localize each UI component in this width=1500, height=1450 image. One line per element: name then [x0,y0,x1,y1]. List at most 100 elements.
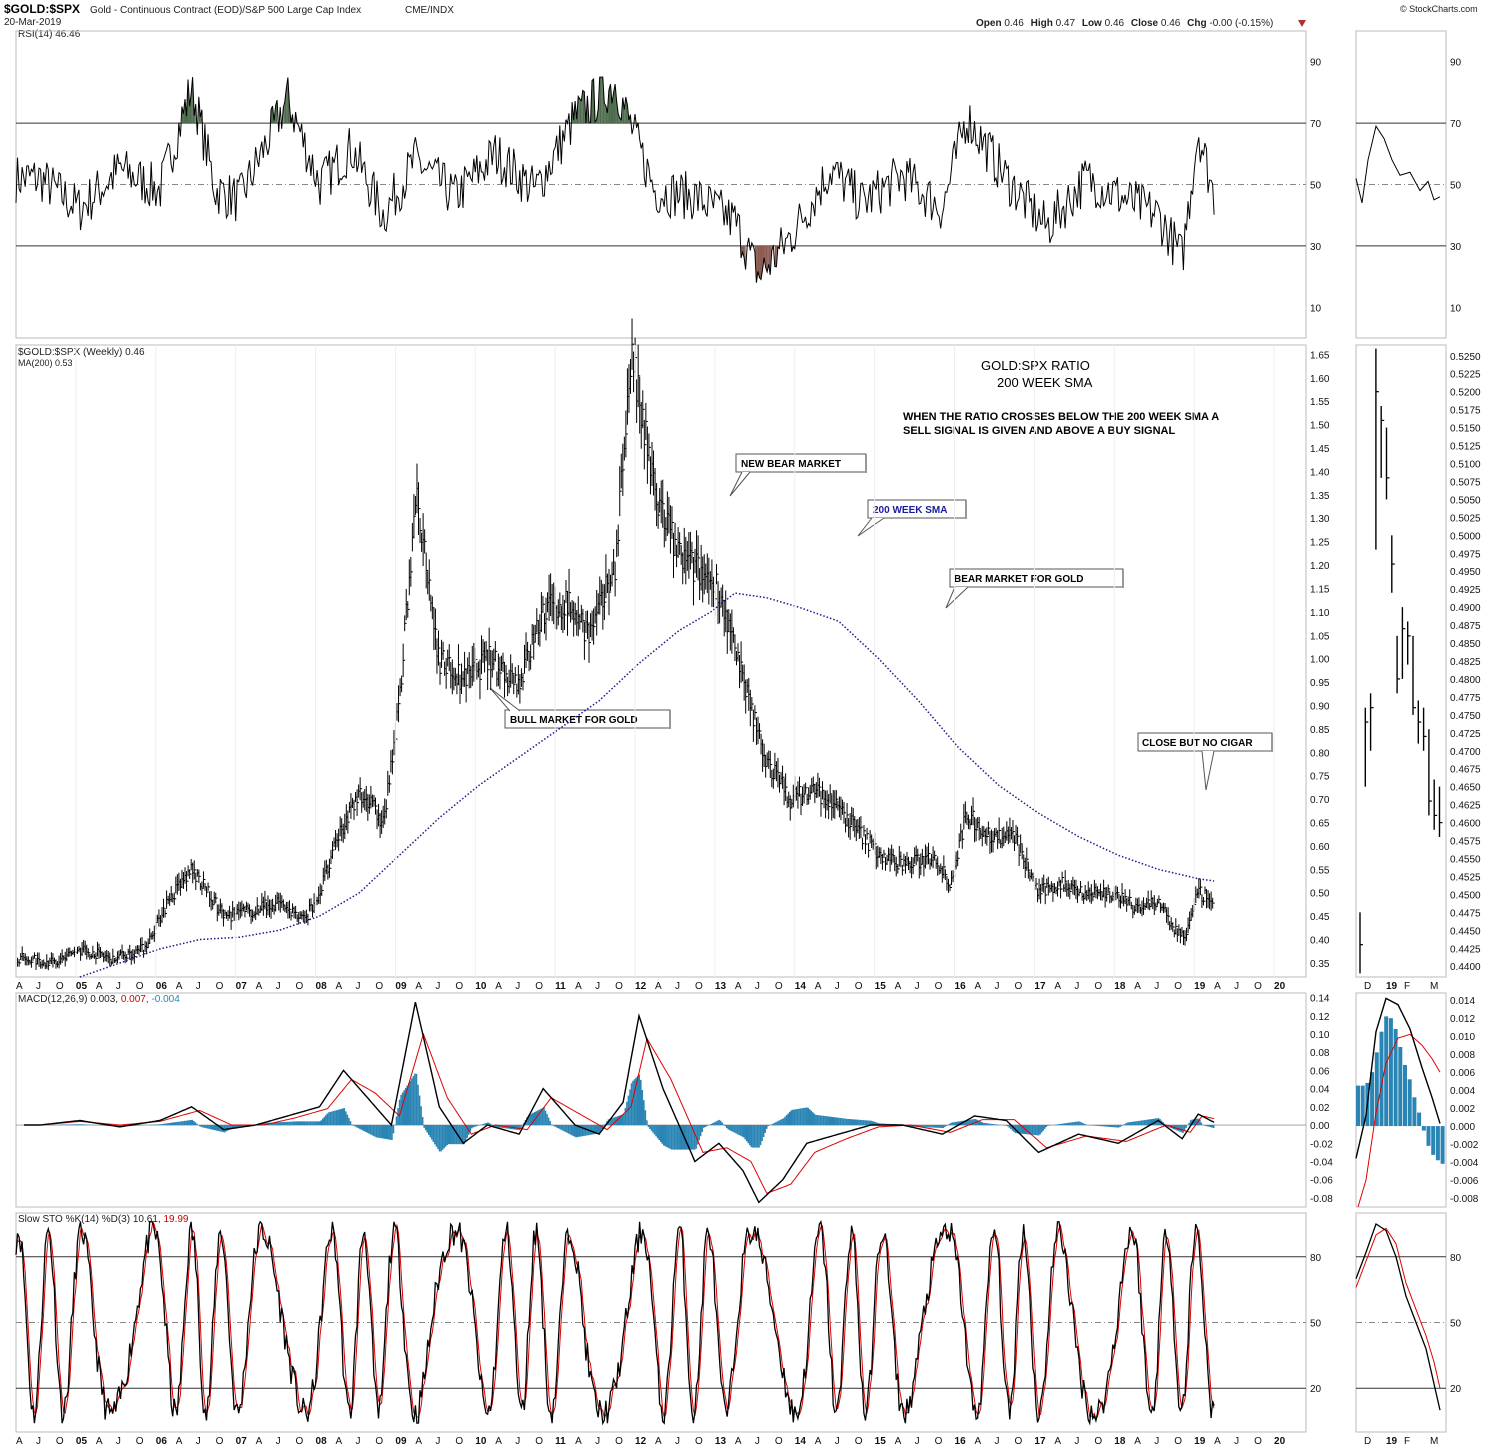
macd-histogram-bar [1019,1125,1021,1134]
ratio-y-tick: 1.15 [1310,584,1330,595]
macd-histogram-bar [1148,1119,1150,1126]
macd-histogram-bar [1114,1125,1117,1128]
macd-histogram-bar [563,1125,565,1132]
ohlc-high-label: High [1031,18,1053,29]
ratio-x-tick: A [575,981,582,992]
macd-histogram-bar [469,1125,472,1132]
macd-histogram-bar [1196,1118,1198,1126]
ratio-x-tick: J [1074,981,1079,992]
sto-x-tick: O [1254,1436,1262,1447]
macd-histogram-bar [288,1121,290,1126]
macd-histogram-bar [338,1109,341,1126]
inset-price-y-tick: 0.4775 [1450,693,1481,704]
inset-price-y-tick: 0.4400 [1450,962,1481,973]
ratio-x-tick: 13 [715,981,727,992]
macd-histogram-bar [702,1125,705,1128]
macd-histogram-bar [831,1117,834,1126]
rsi-y-tick: 50 [1310,181,1322,192]
macd-histogram-bar [699,1125,702,1137]
sto-x-tick: A [1054,1436,1061,1447]
inset-price-y-tick: 0.5250 [1450,352,1481,363]
ratio-x-tick: O [1254,981,1262,992]
macd-histogram-bar [991,1123,994,1126]
macd-histogram-bar [384,1125,387,1139]
macd-histogram-bar [1189,1120,1192,1126]
ohlc-high-value: 0.47 [1056,18,1076,29]
macd-histogram-bar [821,1115,823,1126]
ratio-x-tick: 12 [635,981,647,992]
ratio-x-tick: O [855,981,863,992]
macd-histogram-bar [1097,1125,1100,1126]
sto-x-tick: O [1094,1436,1102,1447]
macd-histogram-bar [1082,1123,1084,1126]
macd-histogram-bar [1043,1125,1046,1129]
macd-histogram-bar [490,1124,493,1126]
macd-histogram-bar [289,1121,292,1126]
macd-histogram-bar [437,1125,439,1150]
inset-macd-histogram-bar [1440,1126,1445,1164]
ratio-x-tick: 16 [955,981,967,992]
macd-histogram-bar [212,1125,215,1130]
rsi-overbought-fill [613,84,616,124]
ratio-x-tick: O [1014,981,1022,992]
macd-histogram-bar [931,1125,934,1128]
macd-histogram-bar [1142,1120,1144,1126]
inset-macd-y-tick: 0.012 [1450,1014,1475,1025]
macd-histogram-bar [540,1108,542,1126]
sto-x-tick: 09 [395,1436,407,1447]
macd-histogram-bar [530,1113,533,1126]
inset-macd-y-tick: 0.004 [1450,1086,1475,1097]
macd-histogram-bar [364,1125,367,1132]
macd-y-tick: 0.04 [1310,1085,1330,1096]
macd-histogram-bar [619,1115,622,1126]
sto-x-tick: J [1074,1436,1079,1447]
macd-histogram-bar [798,1108,800,1126]
macd-histogram-bar [66,1124,69,1126]
ratio-x-tick: 17 [1034,981,1046,992]
macd-histogram-bar [401,1092,404,1126]
sto-x-tick: A [96,1436,103,1447]
callout-pointer [1201,750,1215,791]
ratio-x-tick: 05 [76,981,88,992]
macd-histogram-bar [444,1125,447,1147]
macd-histogram-bar [573,1125,576,1137]
macd-histogram-bar [650,1125,653,1131]
macd-histogram-bar [636,1076,639,1126]
macd-y-tick: -0.04 [1310,1157,1333,1168]
macd-histogram-bar [295,1121,298,1126]
rsi-overbought-fill [615,84,617,124]
macd-histogram-bar [1117,1125,1120,1128]
sto-x-tick: 13 [715,1436,727,1447]
macd-histogram-bar [174,1122,177,1126]
macd-histogram-bar [314,1121,316,1126]
macd-histogram-bar [1177,1125,1180,1132]
sto-x-tick: 12 [635,1436,647,1447]
inset-macd-signal-line [1357,1033,1441,1208]
macd-histogram-bar [772,1123,774,1126]
macd-histogram-bar [1128,1122,1131,1126]
sto-x-tick: O [615,1436,623,1447]
macd-histogram-bar [939,1125,942,1128]
macd-histogram-bar [842,1118,845,1126]
rsi-y-tick: 70 [1310,119,1322,130]
inset-macd-histogram-bar [1407,1079,1412,1127]
ratio-y-tick: 0.35 [1310,959,1330,970]
header-description: Gold - Continuous Contract (EOD)/S&P 500… [90,5,361,16]
macd-histogram-bar [673,1125,676,1150]
macd-histogram-bar [825,1116,828,1126]
inset-rsi-y-tick: 90 [1450,58,1462,69]
macd-histogram-bar [315,1121,318,1126]
macd-histogram-bar [792,1109,794,1126]
callout-label: CLOSE BUT NO CIGAR [1142,738,1253,749]
macd-histogram-bar [652,1125,654,1133]
macd-y-tick: 0.14 [1310,994,1330,1005]
sto-x-tick: J [515,1436,520,1447]
rsi-overbought-fill [605,105,608,124]
sto-legend-prefix: Slow STO %K(14) %D(3) [18,1214,130,1225]
macd-histogram-bar [704,1125,707,1127]
macd-histogram-bar [827,1116,829,1126]
callout-label: BEAR MARKET FOR GOLD [954,574,1083,585]
macd-histogram-bar [294,1121,296,1126]
callout-pointer [857,517,885,537]
sto-x-tick: A [1214,1436,1221,1447]
